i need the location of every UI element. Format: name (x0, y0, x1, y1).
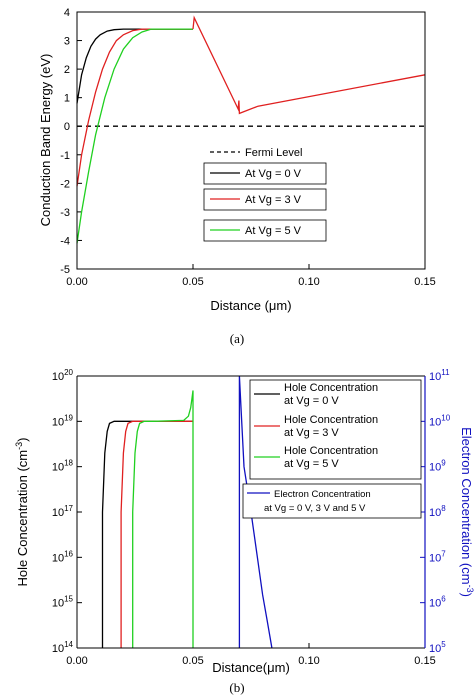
panel-a-x-axis-label: Distance (μm) (210, 298, 291, 313)
legend-label-vg3: At Vg = 3 V (245, 194, 302, 206)
legend-label-hole-vg0: Hole Concentration (284, 382, 378, 394)
legend-label-hole-vg5-sub: at Vg = 5 V (284, 458, 339, 470)
panel-b-series-line-2 (132, 390, 194, 648)
legend-box-holes (249, 379, 422, 480)
panel-a-y-tick-label: -3 (60, 207, 70, 219)
panel-b-series-line-3 (238, 375, 273, 649)
panel-a-legend: Fermi Level At Vg = 0 V At Vg = 3 V At V… (203, 147, 327, 242)
legend-label-vg5: At Vg = 5 V (245, 225, 302, 237)
panel-a-x-tick-labels: 0.00 0.05 0.10 0.15 (66, 276, 435, 288)
panel-b-left-tick-label: 1019 (52, 413, 74, 428)
panel-b-legend: Hole Concentration at Vg = 0 V Hole Conc… (242, 379, 422, 519)
legend-label-hole-vg3: Hole Concentration (284, 414, 378, 426)
panel-a-series-line-1 (76, 28, 193, 104)
panel-b-x-axis-label: Distance(μm) (212, 660, 290, 675)
panel-a-y-tick-label: 1 (64, 93, 70, 105)
panel-b-series (101, 375, 273, 649)
panel-b-caption: (b) (229, 680, 244, 695)
panel-a-y-tick-labels: -5 -4 -3 -2 -1 0 1 2 3 4 (60, 7, 70, 276)
panel-a-series-line-4 (192, 15, 426, 115)
panel-b-right-tick-label: 1010 (429, 413, 451, 428)
panel-b-left-tick-label: 1018 (52, 459, 74, 474)
panel-a-x-tick-label: 0.15 (414, 276, 435, 288)
panel-b-right-tick-label: 108 (429, 504, 446, 519)
panel-a-x-tick-label: 0.00 (66, 276, 87, 288)
panel-a-y-tick-label: 0 (64, 121, 70, 133)
panel-b-right-tick-label: 1011 (429, 368, 450, 383)
panel-b-y-axis-label: Hole Concentration (cm-3) (14, 438, 30, 587)
legend-label-fermi-level: Fermi Level (245, 147, 302, 159)
panel-b-right-tick-labels: 105 106 107 108 109 1010 1011 (429, 368, 451, 655)
panel-b-left-tick-label: 1015 (52, 595, 74, 610)
panel-b: 0.00 0.05 0.10 0.15 10141015101610171018101… (14, 368, 474, 695)
panel-a-y-tick-label: -1 (60, 150, 70, 162)
panel-a-y-tick-label: 3 (64, 36, 70, 48)
legend-label-electron: Electron Concentration (274, 489, 371, 500)
legend-label-hole-vg3-sub: at Vg = 3 V (284, 427, 339, 439)
panel-a-series (76, 15, 426, 244)
panel-b-series-line-1 (120, 420, 193, 648)
panel-a-y-tick-label: 4 (64, 7, 70, 19)
panel-a-x-tick-label: 0.05 (182, 276, 203, 288)
panel-b-x-tick-label: 0.15 (414, 655, 435, 667)
legend-label-vg0: At Vg = 0 V (245, 168, 302, 180)
panel-b-left-tick-label: 1017 (52, 504, 74, 519)
panel-b-left-tick-label: 1014 (52, 640, 74, 655)
panel-b-left-tick-label: 1020 (52, 368, 74, 383)
panel-b-right-tick-label: 106 (429, 595, 446, 610)
panel-a-plot-frame (76, 11, 426, 270)
legend-box-vg0 (203, 162, 327, 185)
panel-b-y2-axis-label: Electron Concentration (cm-3) (459, 427, 474, 597)
panel-b-right-tick-label: 105 (429, 640, 446, 655)
legend-item-fermi-level: Fermi Level (210, 147, 302, 159)
panel-a-y-axis-label: Conduction Band Energy (eV) (38, 54, 53, 227)
panel-a-y-tick-label: -5 (60, 264, 70, 276)
legend-box-vg5 (203, 219, 327, 242)
panel-b-x-tick-label: 0.10 (298, 655, 319, 667)
panel-a-caption: (a) (230, 331, 244, 346)
panel-b-right-tick-label: 109 (429, 459, 446, 474)
legend-label-electron-sub: at Vg = 0 V, 3 V and 5 V (264, 503, 366, 514)
panel-a-y-tick-label: 2 (64, 64, 70, 76)
panel-a-series-line-3 (76, 28, 193, 244)
legend-label-hole-vg5: Hole Concentration (284, 445, 378, 457)
panel-b-left-tick-label: 1016 (52, 549, 74, 564)
legend-box-vg3 (203, 188, 327, 211)
legend-box-electron (242, 483, 422, 519)
panel-a-series-line-2 (76, 28, 193, 187)
panel-b-x-tick-label: 0.00 (66, 655, 87, 667)
panel-a-x-tick-label: 0.10 (298, 276, 319, 288)
panel-a-y-tick-label: -2 (60, 178, 70, 190)
panel-a: 0.00 0.05 0.10 0.15 -5 -4 -3 -2 -1 0 1 2 3 4 Conduct… (38, 7, 436, 346)
legend-label-hole-vg0-sub: at Vg = 0 V (284, 395, 339, 407)
panel-b-series-line-0 (101, 420, 193, 648)
panel-b-x-tick-labels: 0.00 0.05 0.10 0.15 (66, 655, 435, 667)
panel-b-left-tick-labels: 1014 1015 1016 1017 1018 1019 1020 (52, 368, 74, 655)
panel-b-x-tick-label: 0.05 (182, 655, 203, 667)
panel-b-right-tick-label: 107 (429, 549, 446, 564)
panel-a-y-tick-label: -4 (60, 235, 70, 247)
